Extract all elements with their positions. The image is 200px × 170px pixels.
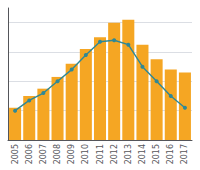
svg-text:2016: 2016 bbox=[166, 144, 175, 164]
svg-text:2012: 2012 bbox=[110, 144, 119, 164]
svg-text:2017: 2017 bbox=[180, 144, 189, 164]
svg-text:2008: 2008 bbox=[53, 144, 62, 164]
svg-text:2010: 2010 bbox=[81, 144, 90, 164]
svg-text:2005: 2005 bbox=[11, 144, 20, 164]
svg-text:2014: 2014 bbox=[138, 144, 147, 164]
svg-text:2009: 2009 bbox=[67, 144, 76, 164]
svg-text:2006: 2006 bbox=[25, 144, 34, 164]
svg-text:2013: 2013 bbox=[124, 144, 133, 164]
svg-text:2015: 2015 bbox=[152, 144, 161, 164]
svg-text:2011: 2011 bbox=[96, 144, 105, 164]
svg-text:2007: 2007 bbox=[39, 144, 48, 164]
